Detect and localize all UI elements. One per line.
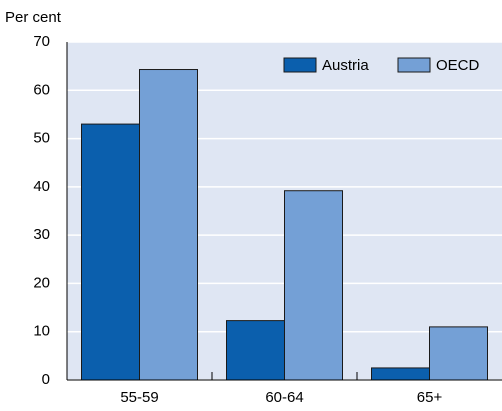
legend-label: OECD (436, 57, 480, 74)
x-tick-label: 55-59 (120, 389, 158, 406)
y-tick-label: 50 (33, 130, 50, 147)
x-tick-label: 60-64 (265, 389, 303, 406)
bar (81, 123, 140, 381)
legend-label: Austria (322, 57, 369, 74)
legend-swatch (283, 57, 317, 73)
y-tick-label: 0 (42, 371, 50, 388)
bar (429, 326, 488, 381)
legend-swatch (397, 57, 431, 73)
y-tick-label: 70 (33, 33, 50, 50)
bar (371, 367, 430, 381)
y-tick-label: 60 (33, 81, 50, 98)
y-tick-label: 30 (33, 226, 50, 243)
y-tick-label: 10 (33, 323, 50, 340)
x-tick-label: 65+ (417, 389, 443, 406)
bar (226, 320, 285, 381)
y-tick-label: 20 (33, 274, 50, 291)
y-axis-label: Per cent (5, 9, 62, 26)
y-tick-label: 40 (33, 178, 50, 195)
bar (139, 69, 198, 381)
bar (284, 190, 343, 381)
